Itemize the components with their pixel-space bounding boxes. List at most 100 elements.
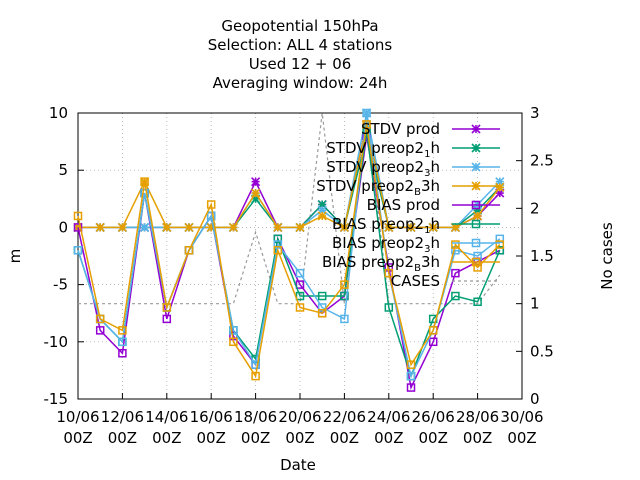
data-point bbox=[339, 222, 349, 232]
x-tick-label-hour: 00Z bbox=[330, 429, 359, 447]
legend-label-part: B bbox=[414, 263, 421, 274]
chart-grid bbox=[78, 113, 522, 399]
y2-tick-label: 3 bbox=[530, 104, 540, 122]
data-point bbox=[495, 240, 505, 249]
legend-label: STDV preop2B3h bbox=[316, 177, 440, 198]
y-tick-label: -5 bbox=[53, 276, 68, 294]
legend-label-part: BIAS preop2 bbox=[332, 215, 424, 233]
data-point bbox=[495, 246, 505, 255]
x-tick-label: 14/06 bbox=[145, 408, 188, 426]
y2-tick-label: 2 bbox=[530, 199, 540, 217]
legend-sample-marker bbox=[471, 162, 481, 172]
data-point bbox=[184, 246, 194, 255]
data-point bbox=[384, 268, 394, 278]
data-point bbox=[451, 240, 460, 249]
legend-label: BIAS preop2B3h bbox=[322, 253, 440, 274]
data-point bbox=[95, 326, 105, 335]
data-point bbox=[317, 211, 327, 221]
x-tick-label-hour: 00Z bbox=[463, 429, 492, 447]
data-point bbox=[162, 222, 172, 232]
data-point bbox=[295, 291, 305, 301]
data-point bbox=[117, 222, 127, 232]
data-point bbox=[162, 303, 172, 312]
legend-label-part: h bbox=[430, 139, 440, 157]
legend-label-part: h bbox=[430, 158, 440, 176]
data-point bbox=[95, 314, 105, 324]
x-tick-label-hour: 00Z bbox=[507, 429, 536, 447]
data-point bbox=[473, 297, 482, 307]
data-point bbox=[473, 263, 482, 272]
plot-frame bbox=[77, 112, 523, 400]
y2-tick-label: 0.5 bbox=[530, 342, 554, 360]
data-point bbox=[251, 177, 261, 187]
data-point bbox=[228, 222, 238, 232]
data-point bbox=[340, 280, 349, 289]
data-point bbox=[273, 222, 283, 232]
x-tick-label: 28/06 bbox=[456, 408, 499, 426]
y-tick-label: 5 bbox=[58, 161, 68, 179]
data-point bbox=[317, 308, 327, 318]
y-tick-label: 10 bbox=[49, 104, 68, 122]
data-point bbox=[140, 188, 149, 198]
x-tick-label: 24/06 bbox=[367, 408, 410, 426]
data-point bbox=[118, 348, 127, 358]
legend-label-part: BIAS preop2 bbox=[322, 253, 414, 271]
data-point bbox=[451, 268, 460, 278]
data-point bbox=[295, 303, 305, 312]
legend-label: STDV preop21h bbox=[326, 139, 440, 160]
data-point bbox=[451, 291, 460, 301]
data-point bbox=[229, 326, 238, 335]
legend-label-part: h bbox=[430, 215, 440, 233]
data-point bbox=[295, 280, 305, 289]
data-point bbox=[206, 200, 216, 209]
legend-label-part: h bbox=[430, 234, 440, 252]
x-tick-label-hour: 00Z bbox=[108, 429, 137, 447]
y-tick-label: -10 bbox=[44, 333, 69, 351]
y2-tick-label: 1 bbox=[530, 295, 540, 313]
data-point bbox=[295, 222, 305, 232]
legend-label-part: 3 bbox=[424, 244, 430, 255]
legend-label: BIAS preop23h bbox=[332, 234, 440, 255]
data-point bbox=[406, 222, 416, 232]
data-point bbox=[428, 337, 438, 347]
legend-sample-marker bbox=[471, 257, 481, 267]
y2-tick-label: 2.5 bbox=[530, 152, 554, 170]
x-tick-label: 18/06 bbox=[234, 408, 277, 426]
data-point bbox=[384, 222, 394, 232]
data-point bbox=[384, 303, 394, 312]
x-tick-label-hour: 00Z bbox=[197, 429, 226, 447]
data-point bbox=[295, 268, 305, 278]
legend-label-part: STDV preop2 bbox=[316, 177, 414, 195]
y-tick-label: 0 bbox=[58, 218, 68, 236]
series-layer bbox=[73, 108, 505, 392]
x-tick-label: 20/06 bbox=[278, 408, 321, 426]
x-tick-label: 12/06 bbox=[101, 408, 144, 426]
data-point bbox=[362, 120, 371, 129]
data-point bbox=[73, 246, 83, 255]
chart-title-line: Averaging window: 24h bbox=[213, 74, 388, 92]
data-point bbox=[406, 371, 416, 381]
data-point bbox=[73, 223, 83, 232]
chart-title-line: Selection: ALL 4 stations bbox=[208, 36, 393, 54]
legend-sample-marker bbox=[471, 124, 481, 134]
data-point bbox=[251, 360, 260, 369]
y2-tick-label: 1.5 bbox=[530, 247, 554, 265]
x-tick-label-hour: 00Z bbox=[285, 429, 314, 447]
chart-title-line: Geopotential 150hPa bbox=[221, 17, 378, 35]
x-tick-label: 16/06 bbox=[190, 408, 233, 426]
series-bias-preop2-b3h bbox=[73, 120, 505, 381]
x-tick-label: 26/06 bbox=[412, 408, 455, 426]
data-point bbox=[406, 360, 416, 369]
data-point bbox=[206, 211, 216, 221]
data-point bbox=[273, 234, 283, 244]
data-point bbox=[273, 240, 283, 249]
legend-label-part: BIAS prod bbox=[367, 196, 440, 214]
data-point bbox=[73, 211, 83, 221]
legend-label-part: STDV prod bbox=[361, 120, 440, 138]
legend-label-part: 3h bbox=[421, 253, 440, 271]
series-line bbox=[77, 112, 501, 379]
data-point bbox=[229, 337, 238, 347]
